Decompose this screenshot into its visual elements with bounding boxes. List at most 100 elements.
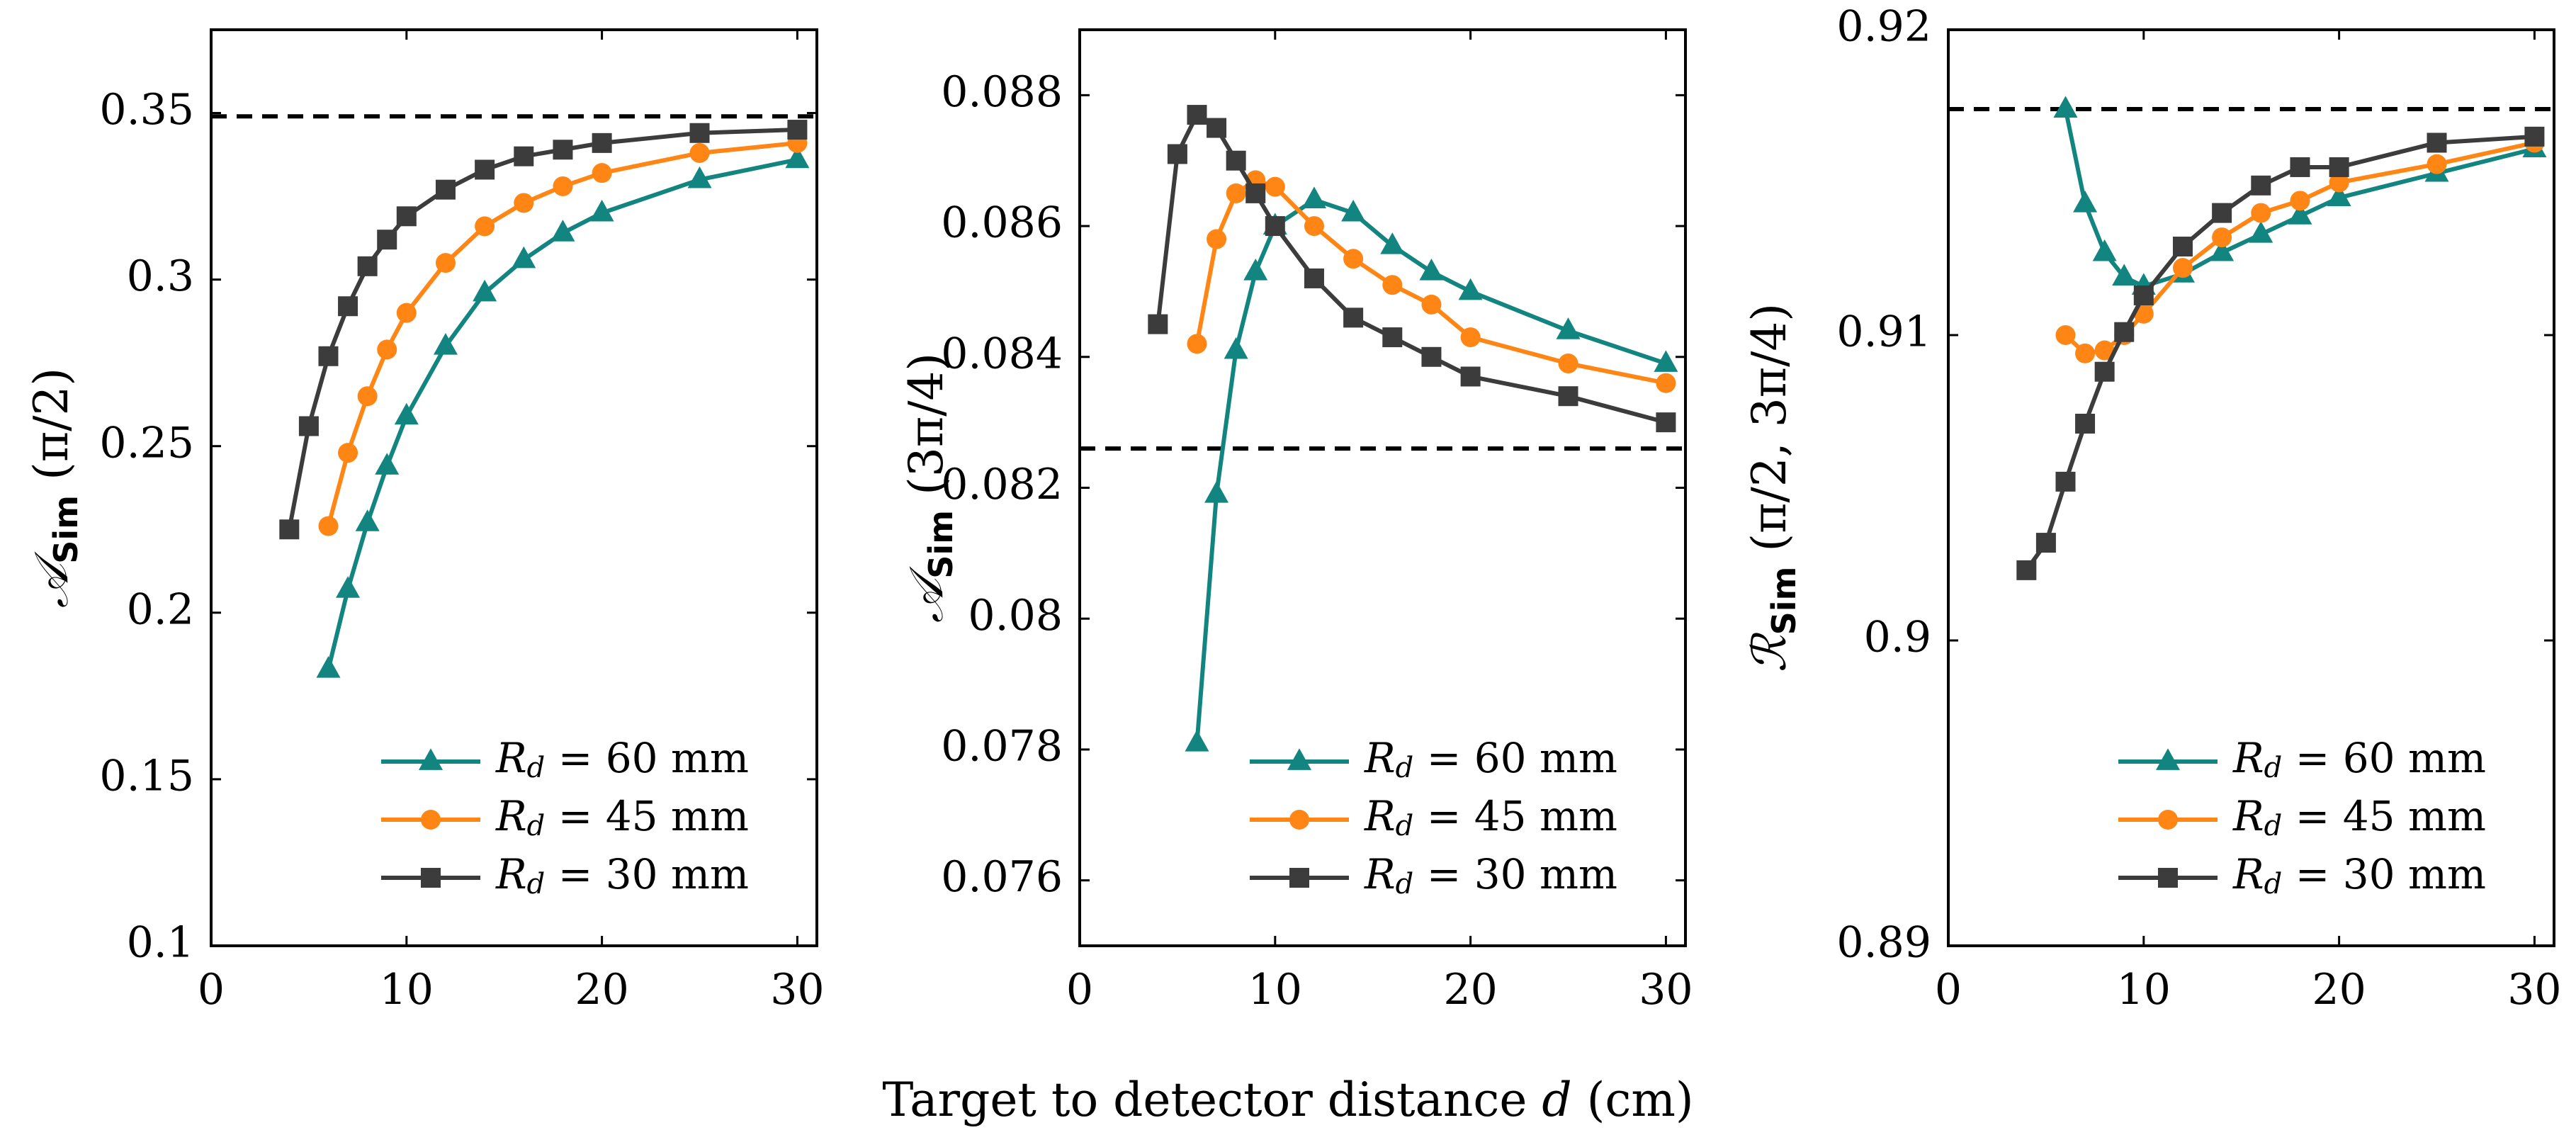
y-tick-label: 0.078 [941, 721, 1063, 771]
data-point [1226, 183, 1246, 203]
legend: Rd = 60 mm Rd = 45 mm Rd = 30 mm [1250, 734, 1617, 900]
data-point [2073, 190, 2098, 213]
data-point [435, 253, 456, 273]
data-point [1343, 307, 1364, 328]
y-tick-label: 0.35 [99, 85, 194, 135]
legend: Rd = 60 mm Rd = 45 mm Rd = 30 mm [381, 734, 749, 900]
data-point [1380, 232, 1405, 254]
legend-label: Rd = 60 mm [495, 734, 749, 784]
y-tick-label: 0.086 [941, 198, 1063, 248]
panel-3: 0 10 20 30 0.89 0.9 0.91 0.92 ℛSim (π/2, 3π/4) Rd… [1742, 2, 2562, 1015]
data-point [318, 346, 339, 366]
legend-label: Rd = 60 mm [1364, 734, 1617, 784]
data-point [316, 656, 341, 678]
data-point [1187, 105, 1207, 125]
y-tick-label: 0.084 [941, 329, 1063, 378]
data-point [512, 246, 536, 269]
data-point [2212, 227, 2232, 248]
data-point [1341, 199, 1366, 222]
data-point [1460, 366, 1481, 387]
data-point [318, 516, 339, 536]
data-point [357, 256, 378, 276]
x-tick-label: 20 [2312, 965, 2366, 1015]
legend-marker [1287, 748, 1311, 770]
series-circle [1187, 170, 1676, 393]
legend-label: Rd = 45 mm [495, 792, 749, 842]
data-point [553, 140, 573, 160]
data-point [592, 163, 612, 183]
data-point [2249, 221, 2273, 243]
data-point [2427, 132, 2447, 153]
data-point [1265, 216, 1285, 237]
data-point [1304, 268, 1324, 288]
data-point [1207, 118, 1227, 138]
data-point [377, 230, 397, 250]
data-point [1556, 317, 1581, 339]
data-point [2290, 191, 2310, 211]
data-point [475, 159, 495, 180]
data-point [377, 339, 397, 360]
series-line [2063, 108, 2536, 289]
x-tick-label: 10 [380, 965, 434, 1015]
y-axis-label: 𝒜Sim (3π/4) [899, 353, 960, 623]
data-point [2172, 258, 2193, 278]
data-point [2524, 126, 2545, 147]
y-tick-label: 0.076 [941, 852, 1063, 902]
data-point [2133, 285, 2154, 305]
data-point [1458, 278, 1483, 300]
data-point [2094, 340, 2115, 361]
data-point [473, 279, 497, 302]
legend-marker [2158, 810, 2178, 830]
data-point [394, 402, 419, 425]
y-tick-label: 0.89 [1836, 918, 1931, 968]
data-point [2212, 203, 2232, 223]
legend-label: Rd = 30 mm [1364, 850, 1617, 900]
series-square [2016, 126, 2545, 580]
data-point [514, 193, 534, 213]
data-point [2053, 96, 2078, 118]
legend-marker [421, 868, 441, 888]
y-tick-label: 0.91 [1836, 307, 1931, 357]
series-triangle [316, 146, 810, 678]
data-point [1421, 294, 1442, 315]
data-point [1204, 481, 1229, 503]
legend-label: Rd = 45 mm [1364, 792, 1617, 842]
data-point [1656, 412, 1676, 433]
y-tick-label: 0.15 [99, 751, 194, 801]
x-tick-label: 10 [2117, 965, 2171, 1015]
data-point [1343, 249, 1364, 269]
legend-marker [1289, 868, 1309, 888]
data-point [592, 132, 612, 153]
x-tick-label: 30 [770, 965, 824, 1015]
y-axis-label: 𝒜Sim (π/2) [24, 368, 85, 608]
data-point [687, 166, 712, 188]
data-point [1382, 275, 1403, 295]
series-line [326, 157, 798, 670]
data-point [2290, 157, 2310, 177]
data-point [2288, 203, 2312, 225]
y-tick-label: 0.08 [968, 591, 1063, 640]
data-point [787, 120, 808, 140]
data-point [689, 142, 710, 163]
data-point [1558, 354, 1578, 374]
data-point [2210, 239, 2235, 261]
panel-2: 0 10 20 30 0.076 0.078 0.08 0.082 0.084 0.086 0.08… [899, 28, 1693, 1015]
x-tick-label: 30 [2507, 965, 2561, 1015]
data-point [2075, 343, 2096, 363]
data-point [1654, 350, 1678, 372]
y-tick-label: 0.25 [99, 418, 194, 468]
data-point [2427, 154, 2447, 174]
data-point [396, 206, 417, 227]
data-point [689, 123, 710, 143]
data-point [375, 453, 400, 475]
data-point [2329, 157, 2349, 177]
data-point [279, 519, 300, 540]
y-axis-label: ℛSim (π/2, 3π/4) [1742, 303, 1803, 672]
x-tick-label: 0 [198, 965, 225, 1015]
data-point [1187, 334, 1207, 354]
data-point [396, 303, 417, 323]
data-point [1301, 186, 1326, 209]
legend: Rd = 60 mm Rd = 45 mm Rd = 30 mm [2118, 734, 2486, 900]
legend-marker [419, 748, 443, 770]
